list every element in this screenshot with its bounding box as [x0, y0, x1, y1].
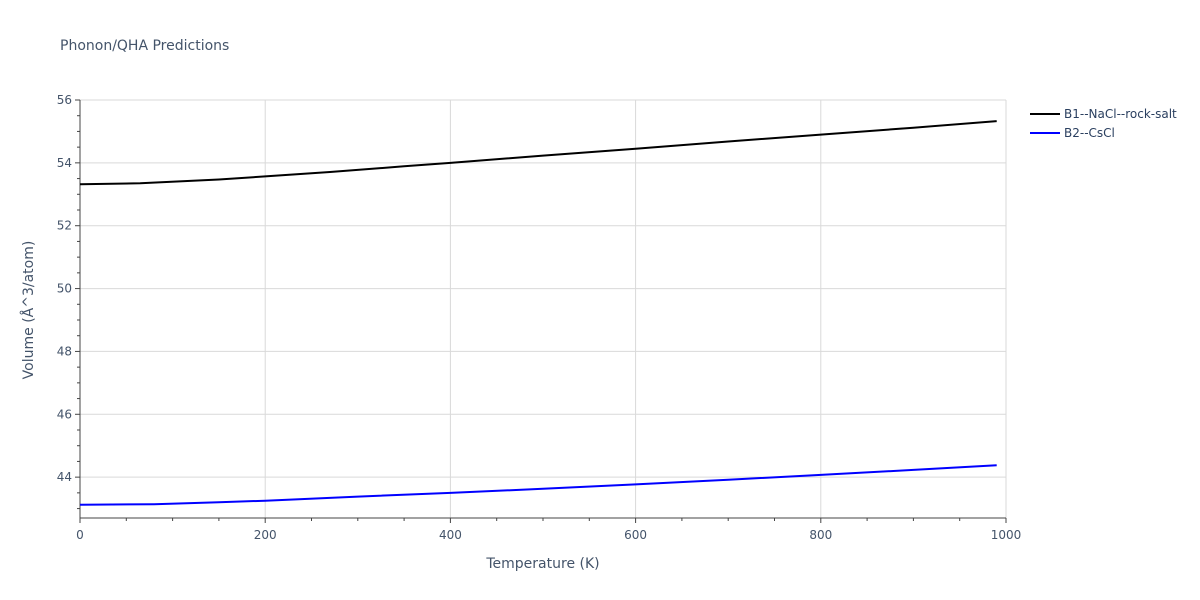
y-tick-label: 50 [57, 282, 72, 296]
x-tick-label: 0 [76, 528, 84, 542]
x-axis-title: Temperature (K) [485, 556, 599, 572]
grid [80, 99, 1007, 518]
x-tick-label: 400 [439, 528, 462, 542]
legend-label[interactable]: B2--CsCl [1064, 126, 1115, 140]
axes: 0 200 400 600 800 1000 44 46 48 50 52 54 56 [57, 93, 1022, 542]
x-tick-label: 1000 [991, 528, 1022, 542]
series-line-1 [79, 464, 997, 506]
y-tick-label: 54 [57, 156, 72, 170]
x-tick-label: 600 [624, 528, 647, 542]
y-tick-label: 48 [57, 344, 72, 358]
y-tick-label: 46 [57, 407, 72, 421]
y-tick-label: 52 [57, 219, 72, 233]
x-tick-label: 200 [254, 528, 277, 542]
y-tick-label: 56 [57, 93, 72, 107]
y-axis-title: Volume (Å^3/atom) [20, 241, 37, 380]
series-line-0 [79, 120, 997, 186]
legend[interactable]: B1--NaCl--rock-salt B2--CsCl [1030, 107, 1177, 140]
y-tick-label: 44 [57, 470, 72, 484]
legend-label[interactable]: B1--NaCl--rock-salt [1064, 107, 1177, 121]
chart-title: Phonon/QHA Predictions [60, 38, 229, 54]
series-layer [79, 120, 997, 506]
x-tick-label: 800 [809, 528, 832, 542]
